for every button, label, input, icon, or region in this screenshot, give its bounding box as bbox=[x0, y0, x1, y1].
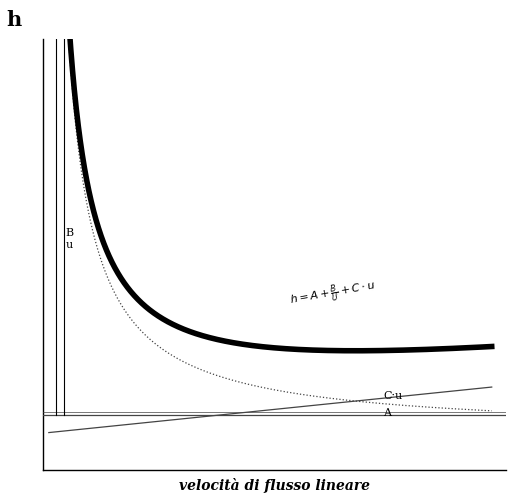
Text: B
u: B u bbox=[65, 228, 73, 250]
Text: $h=A+\frac{B}{U}+C \cdot u$: $h=A+\frac{B}{U}+C \cdot u$ bbox=[288, 276, 378, 312]
X-axis label: velocità di flusso lineare: velocità di flusso lineare bbox=[179, 478, 370, 493]
Text: A: A bbox=[383, 408, 391, 417]
Text: C·u: C·u bbox=[383, 391, 402, 401]
Text: h: h bbox=[6, 10, 21, 30]
